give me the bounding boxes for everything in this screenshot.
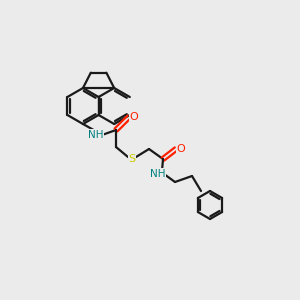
Text: NH: NH	[150, 169, 166, 179]
Text: S: S	[128, 154, 136, 164]
Text: O: O	[130, 112, 138, 122]
Text: O: O	[177, 144, 185, 154]
Text: NH: NH	[88, 130, 104, 140]
